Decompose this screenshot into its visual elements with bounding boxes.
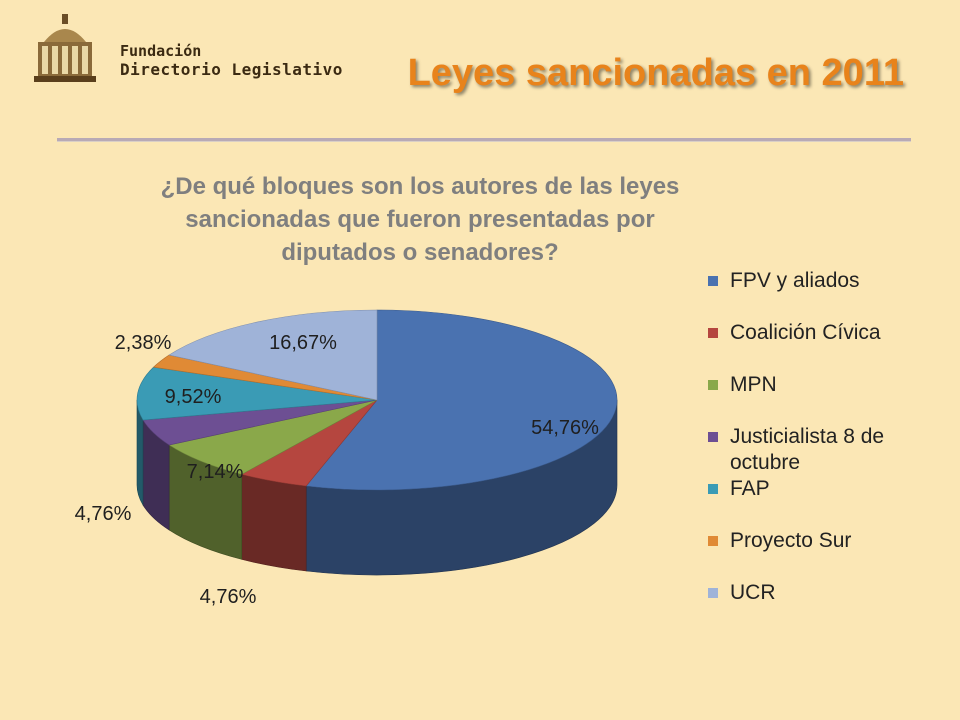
logo-text-line2: Directorio Legislativo bbox=[120, 60, 343, 79]
data-label-4: 9,52% bbox=[165, 386, 222, 408]
data-label-0: 54,76% bbox=[531, 417, 599, 439]
legend-label: Coalición Cívica bbox=[730, 321, 881, 344]
legend-label: MPN bbox=[730, 373, 777, 396]
data-label-5: 2,38% bbox=[115, 332, 172, 354]
slide-title: Leyes sancionadas en 2011 bbox=[407, 52, 904, 94]
chart-title: ¿De qué bloques son los autores de las l… bbox=[160, 173, 680, 266]
legend-label: UCR bbox=[730, 581, 776, 604]
pie-slice-6 bbox=[168, 309, 378, 401]
legend-swatch bbox=[708, 588, 718, 598]
data-label-2: 7,14% bbox=[187, 461, 244, 483]
legend-swatch bbox=[708, 536, 718, 546]
data-label-3: 4,76% bbox=[75, 503, 132, 525]
legend-label: Proyecto Sur bbox=[730, 529, 852, 552]
pie-slice-4 bbox=[136, 366, 378, 421]
title-divider bbox=[57, 138, 911, 142]
legend-label: FAP bbox=[730, 477, 770, 500]
data-label-6: 16,67% bbox=[269, 332, 337, 354]
legend-label: FPV y aliados bbox=[730, 269, 860, 292]
legend-swatch bbox=[708, 484, 718, 494]
pie-slice-2 bbox=[168, 399, 378, 475]
legend-swatch bbox=[708, 432, 718, 442]
pie-slice-0 bbox=[305, 309, 618, 491]
congress-building-icon bbox=[34, 14, 96, 82]
logo: Fundación Directorio Legislativo bbox=[28, 12, 342, 88]
legend-label: Justicialista 8 de octubre bbox=[730, 425, 885, 474]
legend-swatch bbox=[708, 380, 718, 390]
legend-swatch bbox=[708, 276, 718, 286]
logo-text-line1: Fundación bbox=[120, 42, 202, 60]
data-label-1: 4,76% bbox=[200, 586, 257, 608]
legend-swatch bbox=[708, 328, 718, 338]
pie-side-1 bbox=[241, 473, 307, 572]
